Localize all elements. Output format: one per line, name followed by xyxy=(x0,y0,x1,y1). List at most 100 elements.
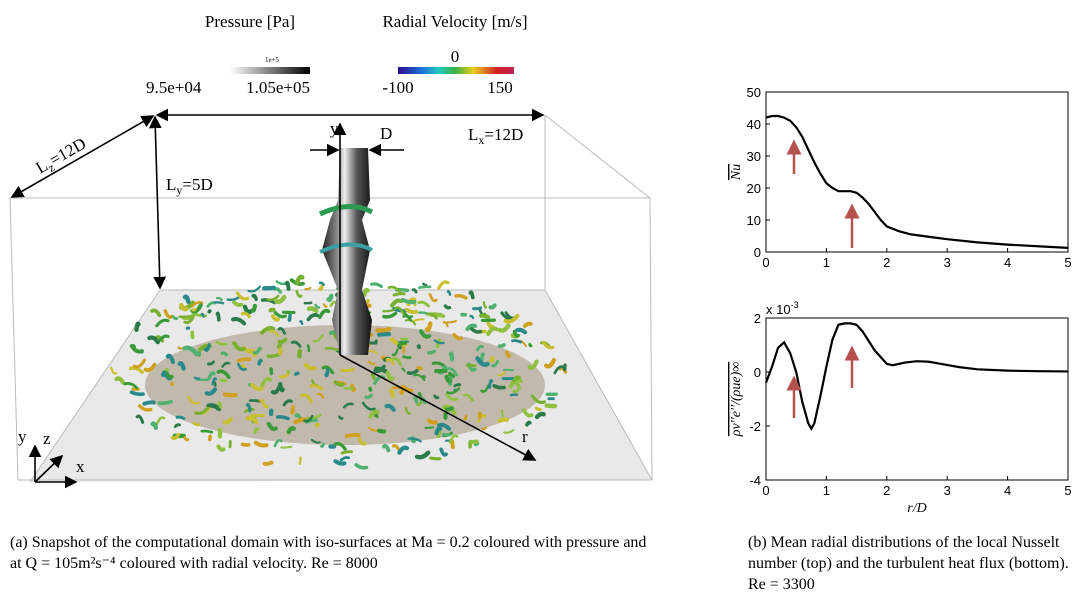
vortex xyxy=(417,300,430,308)
vortex xyxy=(473,441,480,447)
colorbar-tick: 0 xyxy=(451,47,460,66)
plot-frame xyxy=(765,91,1069,253)
vortex xyxy=(553,365,566,375)
vortex xyxy=(270,384,282,395)
dimension-label: Lx=12D xyxy=(468,125,523,147)
dimension-label: D xyxy=(380,124,392,143)
vortex xyxy=(232,300,244,307)
vortex xyxy=(382,311,398,319)
y-tick-label: 0 xyxy=(754,245,761,260)
vortex xyxy=(333,442,347,451)
vortex xyxy=(271,314,280,322)
x-tick-label: 3 xyxy=(944,483,951,498)
vortex xyxy=(382,309,395,313)
vortex xyxy=(321,365,335,375)
label-part: =12D xyxy=(484,125,523,144)
vortex xyxy=(368,386,373,392)
vortex xyxy=(429,456,442,461)
vortex xyxy=(110,366,118,375)
y-tick-label: 2 xyxy=(754,311,761,326)
vortex xyxy=(163,309,174,319)
vortex xyxy=(522,321,533,328)
vortex xyxy=(344,433,361,439)
vortex xyxy=(374,413,379,418)
vortex xyxy=(534,406,542,412)
vortex xyxy=(220,351,229,357)
vortex xyxy=(260,377,272,388)
vortex xyxy=(443,304,452,310)
vortex xyxy=(266,421,278,432)
x-tick-label: 5 xyxy=(1064,255,1071,270)
vortex xyxy=(216,444,226,452)
vortex xyxy=(191,301,204,308)
vortex xyxy=(240,442,251,447)
vortex xyxy=(213,381,217,387)
vortex xyxy=(232,341,246,352)
vortex xyxy=(435,338,442,349)
vortex xyxy=(150,421,159,430)
vortex xyxy=(442,321,449,328)
vortex xyxy=(182,294,191,305)
vortex xyxy=(544,403,558,409)
vortex xyxy=(326,293,334,302)
y-multiplier-base: x 10 xyxy=(766,302,791,317)
y-tick-label: 50 xyxy=(747,85,761,100)
x-tick-label: 1 xyxy=(823,255,830,270)
axis-label: r xyxy=(522,427,528,446)
vortex xyxy=(384,403,396,412)
vortex xyxy=(273,310,287,319)
caption: (a) Snapshot of the computational domain… xyxy=(10,534,647,572)
vortex xyxy=(187,396,201,405)
vortex xyxy=(433,339,445,345)
vortex xyxy=(241,364,247,370)
vortex xyxy=(318,281,325,286)
vortex xyxy=(469,314,475,320)
vortex xyxy=(376,331,392,337)
vortex xyxy=(385,370,395,382)
vortex xyxy=(248,399,262,403)
vortex xyxy=(170,432,181,440)
x-tick-label: 4 xyxy=(1004,255,1011,270)
vortex xyxy=(392,292,406,297)
vortex xyxy=(354,463,369,470)
vortex xyxy=(246,348,257,358)
vortex xyxy=(404,307,419,315)
vortex xyxy=(442,404,457,416)
jet-column xyxy=(322,148,372,355)
y-tick-label: 40 xyxy=(747,117,761,132)
vortex xyxy=(158,334,170,342)
y-tick-label: 30 xyxy=(747,149,761,164)
vortex xyxy=(468,290,475,300)
vortex xyxy=(280,445,293,449)
vortex xyxy=(261,399,270,409)
vortex xyxy=(387,285,402,294)
vortex xyxy=(497,371,506,377)
vortex xyxy=(183,315,195,325)
axis-label: y xyxy=(18,427,27,446)
vortex xyxy=(427,349,437,355)
vortex xyxy=(397,340,407,348)
vortex xyxy=(425,312,438,320)
vortex xyxy=(262,460,274,466)
vortex xyxy=(266,352,281,358)
vortex xyxy=(445,406,454,412)
vortex xyxy=(450,439,455,450)
vortex xyxy=(303,362,317,371)
y-axis-label: Nu xyxy=(729,164,744,181)
vortex xyxy=(316,392,325,400)
vortex xyxy=(416,401,423,406)
vortex xyxy=(173,423,181,429)
vortex xyxy=(192,421,201,427)
vortex xyxy=(391,356,403,367)
vortex xyxy=(370,282,384,289)
vortex xyxy=(446,387,461,395)
vortex xyxy=(487,379,494,389)
vortex xyxy=(445,367,459,377)
vortex xyxy=(437,422,452,431)
vortex xyxy=(157,399,173,406)
vortex xyxy=(318,308,331,320)
vortex xyxy=(215,340,228,346)
label-part: L xyxy=(468,125,478,144)
vortex xyxy=(215,296,223,302)
vortex xyxy=(503,429,515,434)
